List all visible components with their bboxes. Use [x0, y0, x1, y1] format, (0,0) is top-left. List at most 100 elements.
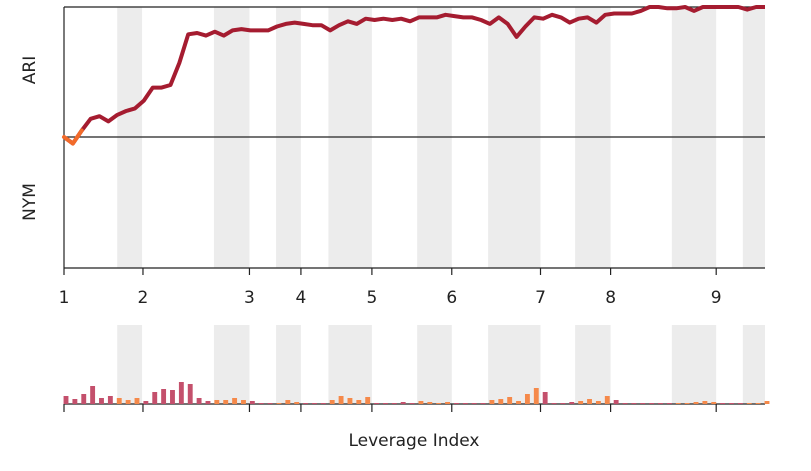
- bar: [649, 403, 655, 404]
- shade-band: [328, 325, 372, 404]
- top-label: ARI: [20, 56, 40, 84]
- bar: [640, 403, 646, 404]
- bar: [471, 403, 477, 404]
- bar: [516, 401, 521, 404]
- bar: [320, 403, 326, 404]
- bar: [214, 400, 220, 404]
- bar: [720, 403, 726, 404]
- bar: [276, 403, 282, 404]
- bar: [400, 402, 406, 404]
- bar: [232, 398, 238, 404]
- bar: [63, 396, 69, 404]
- bar: [196, 398, 202, 404]
- bar: [187, 384, 193, 404]
- bar: [604, 396, 610, 404]
- bar: [107, 396, 113, 404]
- bar: [658, 403, 663, 404]
- bar: [702, 401, 708, 404]
- bar: [116, 398, 122, 404]
- bar: [737, 403, 743, 404]
- bar: [258, 403, 264, 404]
- bar: [507, 397, 513, 404]
- bar: [143, 401, 149, 404]
- bar: [391, 403, 397, 404]
- bar: [312, 403, 317, 404]
- x-tick-label: 1: [59, 288, 70, 308]
- bar: [666, 403, 672, 404]
- bar: [560, 403, 566, 404]
- bar: [684, 403, 690, 404]
- shade-band: [671, 325, 717, 404]
- bar: [453, 403, 459, 404]
- bar: [178, 382, 184, 404]
- x-tick-label: 2: [138, 288, 149, 308]
- x-tick-label: 5: [366, 288, 377, 308]
- bar: [365, 397, 371, 404]
- bar: [595, 401, 601, 404]
- bar: [303, 403, 309, 404]
- x-tick-label: 9: [711, 288, 722, 308]
- bar: [613, 400, 619, 404]
- x-tick-label: 7: [535, 288, 546, 308]
- bar: [462, 403, 468, 404]
- bar: [755, 403, 761, 404]
- bands: [117, 7, 765, 404]
- bar: [480, 403, 486, 404]
- shade-band: [417, 325, 452, 404]
- x-tick-label: 4: [296, 288, 307, 308]
- x-tick-label: 6: [446, 288, 457, 308]
- bar: [746, 403, 752, 404]
- bar: [418, 401, 424, 404]
- bar: [489, 400, 495, 404]
- bar: [170, 390, 175, 404]
- bar: [631, 403, 637, 404]
- bar: [90, 386, 96, 404]
- bar: [81, 394, 87, 404]
- bar: [498, 399, 504, 404]
- x-axis-title: Leverage Index: [348, 431, 479, 451]
- bar: [329, 400, 335, 404]
- bar: [569, 402, 575, 404]
- shade-band: [276, 325, 301, 404]
- bar: [152, 392, 158, 404]
- bar: [551, 403, 557, 404]
- bar: [161, 389, 167, 404]
- bar: [294, 402, 300, 404]
- bar: [729, 403, 734, 404]
- x-tick-label: 8: [605, 288, 616, 308]
- bar: [223, 400, 229, 404]
- bar: [99, 398, 104, 404]
- x-tick-label: 3: [244, 288, 255, 308]
- bar: [533, 388, 539, 404]
- bar: [445, 402, 450, 404]
- bar: [711, 402, 717, 404]
- shade-band: [575, 325, 611, 404]
- data-line: [62, 5, 765, 146]
- bar: [285, 400, 291, 404]
- bar: [374, 403, 380, 404]
- shade-band: [488, 325, 541, 404]
- bar: [241, 400, 246, 404]
- bar: [356, 400, 362, 404]
- bar: [675, 403, 681, 404]
- bar: [347, 398, 353, 404]
- bar: [542, 392, 548, 404]
- shade-band: [117, 325, 143, 404]
- bar: [383, 403, 388, 404]
- bar: [578, 401, 584, 404]
- bar: [587, 399, 592, 404]
- bar: [764, 401, 770, 404]
- shade-band: [742, 325, 765, 404]
- bar: [427, 402, 433, 404]
- bar: [524, 394, 530, 404]
- bar: [134, 398, 140, 404]
- bar: [205, 401, 211, 404]
- bar: [338, 396, 344, 404]
- bar: [409, 403, 415, 404]
- bottom-label: NYM: [20, 183, 40, 221]
- bar: [249, 401, 255, 404]
- bar: [436, 403, 442, 404]
- bar: [267, 403, 273, 404]
- bar: [72, 399, 78, 404]
